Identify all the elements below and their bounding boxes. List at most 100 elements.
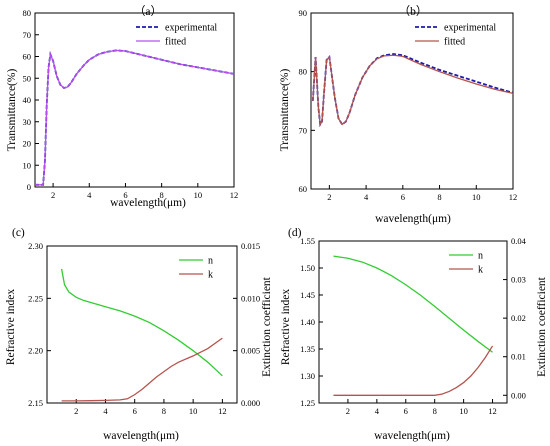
- x-tick-label: 4: [364, 192, 369, 202]
- y-right-tick-label: 0.04: [511, 236, 527, 246]
- plot-frame: [310, 12, 514, 190]
- y-right-tick-label: 0.03: [511, 275, 526, 285]
- x-axis-label: wavelength(μm): [110, 197, 186, 209]
- series-line-experimental: [35, 49, 235, 186]
- x-tick-label: 6: [133, 406, 137, 416]
- x-tick-label: 12: [218, 406, 227, 416]
- x-axis-label: wavelength(μm): [375, 213, 451, 225]
- x-tick-label: 10: [459, 406, 468, 416]
- x-tick-label: 4: [103, 406, 108, 416]
- x-tick-label: 2: [327, 192, 331, 202]
- y-tick-label: 70: [23, 30, 32, 40]
- x-tick-label: 2: [346, 406, 350, 416]
- x-tick-label: 12: [230, 190, 239, 200]
- x-axis-label: wavelength(μm): [103, 430, 179, 442]
- legend: nk: [179, 256, 213, 281]
- ticks: 2 4 6 8 10 12 1.25 1.30 1.35 1.40 1.45 1.50 1.55 0.00…: [300, 236, 527, 416]
- y-right-tick-label: 0.005: [241, 346, 260, 356]
- legend-entry: k: [208, 270, 213, 281]
- plot-area: [35, 49, 235, 186]
- y-right-tick-label: 0.015: [241, 241, 260, 251]
- x-tick-label: 10: [189, 406, 198, 416]
- y-tick-label: 1.30: [300, 371, 315, 381]
- x-tick-label: 8: [433, 406, 437, 416]
- ticks: 2 4 6 8 10 12 0 10 20 30 40 50 60 70 80: [23, 8, 239, 200]
- legend-entry: fitted: [165, 37, 186, 48]
- y-tick-label: 1.25: [300, 398, 315, 408]
- x-tick-label: 4: [87, 190, 92, 200]
- y-right-tick-label: 0.000: [241, 398, 260, 408]
- y-tick-label: 40: [23, 95, 32, 105]
- y-axis-label: Refractive index: [280, 289, 292, 366]
- legend-entry: experimental: [444, 23, 496, 34]
- y-tick-label: 60: [299, 184, 308, 194]
- y-tick-label: 2.30: [28, 241, 43, 251]
- panel-b-transmittance: （b） wavelength(μm) Transmittance(%) 2 4 6 8…: [279, 5, 517, 225]
- legend-entry: n: [208, 256, 213, 267]
- y-tick-label: 0: [27, 182, 31, 192]
- x-tick-label: 12: [509, 192, 518, 202]
- series-line-n: [333, 255, 493, 353]
- panel-label: （a）: [134, 5, 162, 18]
- x-axis-label: wavelength(μm): [374, 430, 450, 442]
- ticks: 2 4 6 8 10 12 2.15 2.20 2.25 2.30 0.000 0.005 0.010 0…: [28, 241, 260, 416]
- x-tick-label: 10: [194, 190, 203, 200]
- y-axis-label-right: Extinction coefficient: [261, 276, 273, 377]
- ticks: 2 4 6 8 10 12 60 70 80 90: [299, 8, 518, 202]
- panel-label: （b）: [399, 5, 428, 18]
- y-tick-label: 1.40: [300, 317, 315, 327]
- y-tick-label: 80: [23, 8, 32, 18]
- x-tick-label: 8: [160, 190, 164, 200]
- series-line-fitted: [35, 49, 235, 186]
- legend-entry: experimental: [165, 23, 217, 34]
- legend: nk: [449, 251, 483, 276]
- x-tick-label: 8: [437, 192, 441, 202]
- series-line-fitted: [312, 54, 514, 127]
- y-axis-label: Transmittance(%): [6, 69, 18, 152]
- y-tick-label: 50: [23, 73, 32, 83]
- y-right-tick-label: 0.02: [511, 313, 526, 323]
- y-right-tick-label: 0.01: [511, 352, 526, 362]
- y-tick-label: 1.35: [300, 344, 315, 354]
- legend: experimental fitted: [415, 23, 496, 48]
- x-tick-label: 2: [51, 190, 55, 200]
- plot-frame: [34, 12, 235, 188]
- y-right-tick-label: 0.00: [511, 390, 526, 400]
- series-line-experimental: [311, 53, 514, 128]
- y-tick-label: 80: [299, 67, 308, 77]
- y-tick-label: 10: [23, 160, 32, 170]
- legend-entry: n: [478, 251, 483, 262]
- y-tick-label: 70: [299, 125, 308, 135]
- y-tick-label: 2.20: [28, 346, 43, 356]
- panel-d-optical-constants: (d) wavelength(μm) Refractive index Exti…: [280, 227, 548, 442]
- panel-a-transmittance: （a） wavelength(μm) Transmittance(%) 2 4 6 8…: [6, 5, 238, 209]
- x-tick-label: 12: [488, 406, 497, 416]
- y-tick-label: 20: [23, 139, 32, 149]
- x-tick-label: 8: [162, 406, 166, 416]
- x-tick-label: 10: [472, 192, 481, 202]
- panel-c-optical-constants: (c) wavelength(μm) Refractive index Exti…: [5, 227, 273, 442]
- y-tick-label: 1.50: [300, 263, 315, 273]
- x-tick-label: 6: [123, 190, 127, 200]
- plot-area: [311, 53, 514, 128]
- y-right-tick-label: 0.010: [241, 293, 260, 303]
- plot-area: [60, 268, 223, 402]
- y-tick-label: 60: [23, 52, 32, 62]
- legend-entry: k: [478, 265, 483, 276]
- x-tick-label: 6: [404, 406, 408, 416]
- plot-frame: [46, 245, 238, 404]
- y-tick-label: 90: [299, 8, 308, 18]
- legend: experimental fitted: [136, 23, 217, 48]
- series-line-n: [60, 268, 223, 377]
- panel-label: (c): [12, 227, 25, 239]
- plot-area: [333, 255, 494, 396]
- x-tick-label: 6: [401, 192, 405, 202]
- y-tick-label: 2.15: [28, 398, 43, 408]
- y-axis-label: Refractive index: [5, 289, 17, 366]
- y-axis-label-right: Extinction coefficient: [536, 276, 548, 377]
- y-tick-label: 2.25: [28, 293, 43, 303]
- y-tick-label: 30: [23, 117, 32, 127]
- y-tick-label: 1.55: [300, 236, 315, 246]
- series-line-k: [61, 337, 223, 402]
